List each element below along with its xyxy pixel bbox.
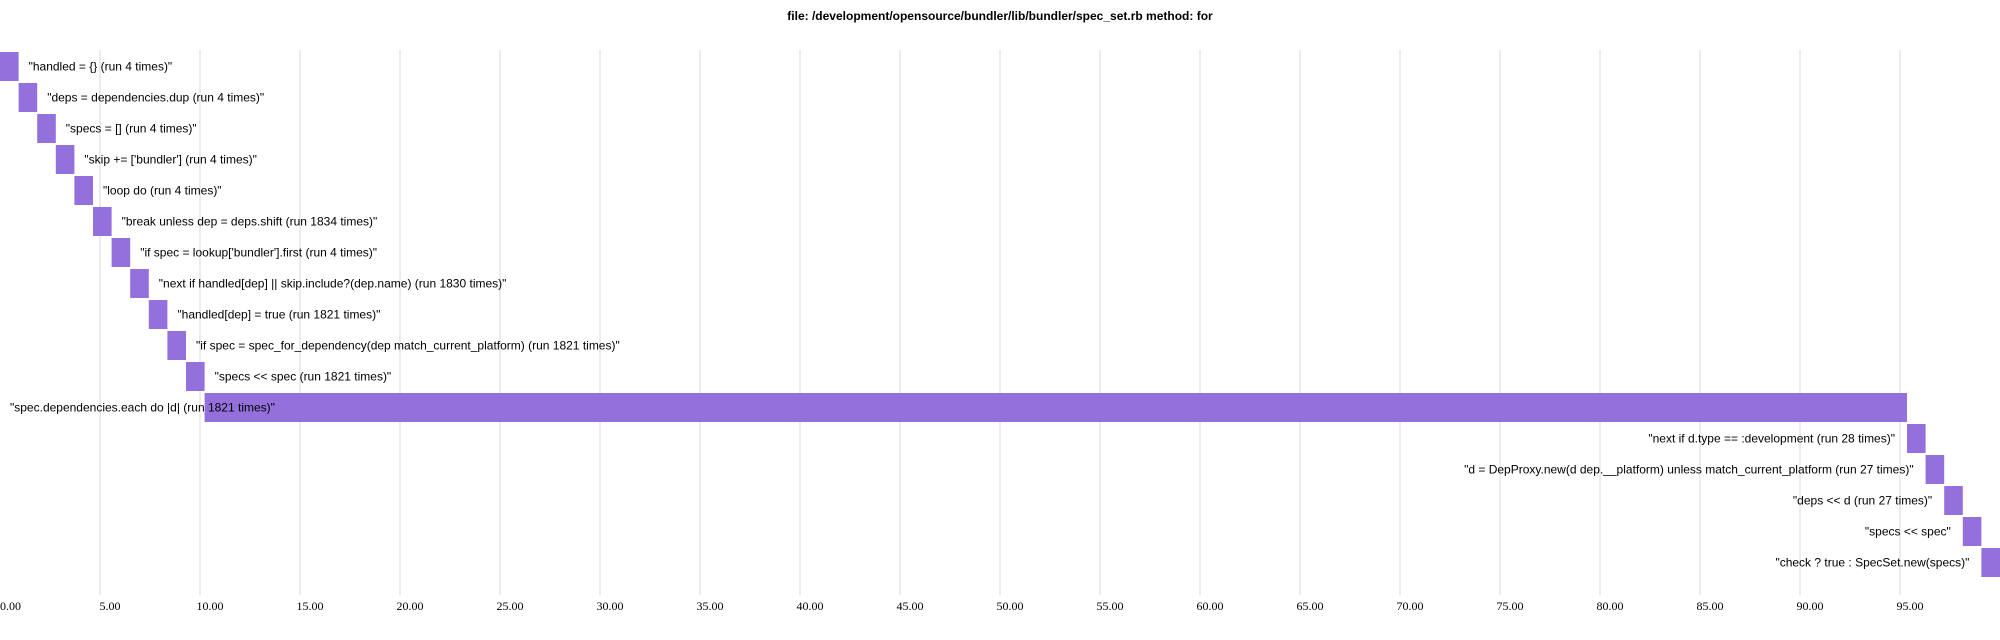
x-tick-label: 80.00 [1597,599,1624,613]
bar-label: "specs = [] (run 4 times)" [66,122,197,136]
bar-label: "handled[dep] = true (run 1821 times)" [177,308,380,322]
bar [1981,548,2000,577]
bar-label: "break unless dep = deps.shift (run 1834… [122,215,378,229]
bar [0,52,19,81]
bar-labels: "handled = {} (run 4 times)" "deps = depe… [10,60,1969,570]
bar-label: "loop do (run 4 times)" [103,184,222,198]
x-tick-label: 40.00 [797,599,824,613]
bar-label: "next if handled[dep] || skip.include?(d… [159,277,507,291]
chart-title: file: /development/opensource/bundler/li… [787,9,1213,23]
x-tick-label: 85.00 [1697,599,1724,613]
bar [74,176,93,205]
bar [130,269,149,298]
x-tick-label: 45.00 [897,599,924,613]
bar [1944,486,1963,515]
bar-label: "handled = {} (run 4 times)" [29,60,173,74]
bar-label: "check ? true : SpecSet.new(specs)" [1775,556,1969,570]
bar [55,145,75,174]
bar [18,83,38,112]
bar-label: "deps << d (run 27 times)" [1793,494,1932,508]
x-tick-label: 0.00 [0,599,21,613]
grid [99,50,1901,595]
bar-label: "spec.dependencies.each do |d| (run 1821… [10,401,275,415]
bar-label: "if spec = spec_for_dependency(dep match… [196,339,620,353]
x-tick-label: 55.00 [1097,599,1124,613]
x-tick-label: 25.00 [497,599,524,613]
bar-label: "next if d.type == :development (run 28 … [1648,432,1895,446]
x-tick-label: 90.00 [1797,599,1824,613]
bar-label: "specs << spec (run 1821 times)" [215,370,392,384]
bar [1907,424,1926,453]
bar [204,393,1908,422]
bar [1962,517,1982,546]
x-tick-label: 35.00 [697,599,724,613]
x-axis-ticks: 0.00 5.00 10.00 15.00 20.00 25.00 30.00 35.00 40… [0,599,1924,613]
x-tick-label: 15.00 [297,599,324,613]
x-tick-label: 70.00 [1397,599,1424,613]
x-tick-label: 30.00 [597,599,624,613]
bars [0,52,2000,577]
bar-label: "skip += ['bundler'] (run 4 times)" [84,153,257,167]
bar-label: "if spec = lookup['bundler'].first (run … [140,246,377,260]
x-tick-label: 20.00 [397,599,424,613]
bar [148,300,168,329]
x-tick-label: 65.00 [1297,599,1324,613]
bar [167,331,186,360]
bar [186,362,205,391]
bar [93,207,112,236]
x-tick-label: 95.00 [1897,599,1924,613]
bar-label: "deps = dependencies.dup (run 4 times)" [47,91,264,105]
bar-label: "specs << spec" [1865,525,1951,539]
bar [111,238,131,267]
x-tick-label: 50.00 [997,599,1024,613]
bar [1925,455,1945,484]
bar-label: "d = DepProxy.new(d dep.__platform) unle… [1464,463,1914,477]
bar [37,114,56,143]
x-tick-label: 60.00 [1197,599,1224,613]
x-tick-label: 10.00 [197,599,224,613]
x-tick-label: 5.00 [100,599,121,613]
x-tick-label: 75.00 [1497,599,1524,613]
